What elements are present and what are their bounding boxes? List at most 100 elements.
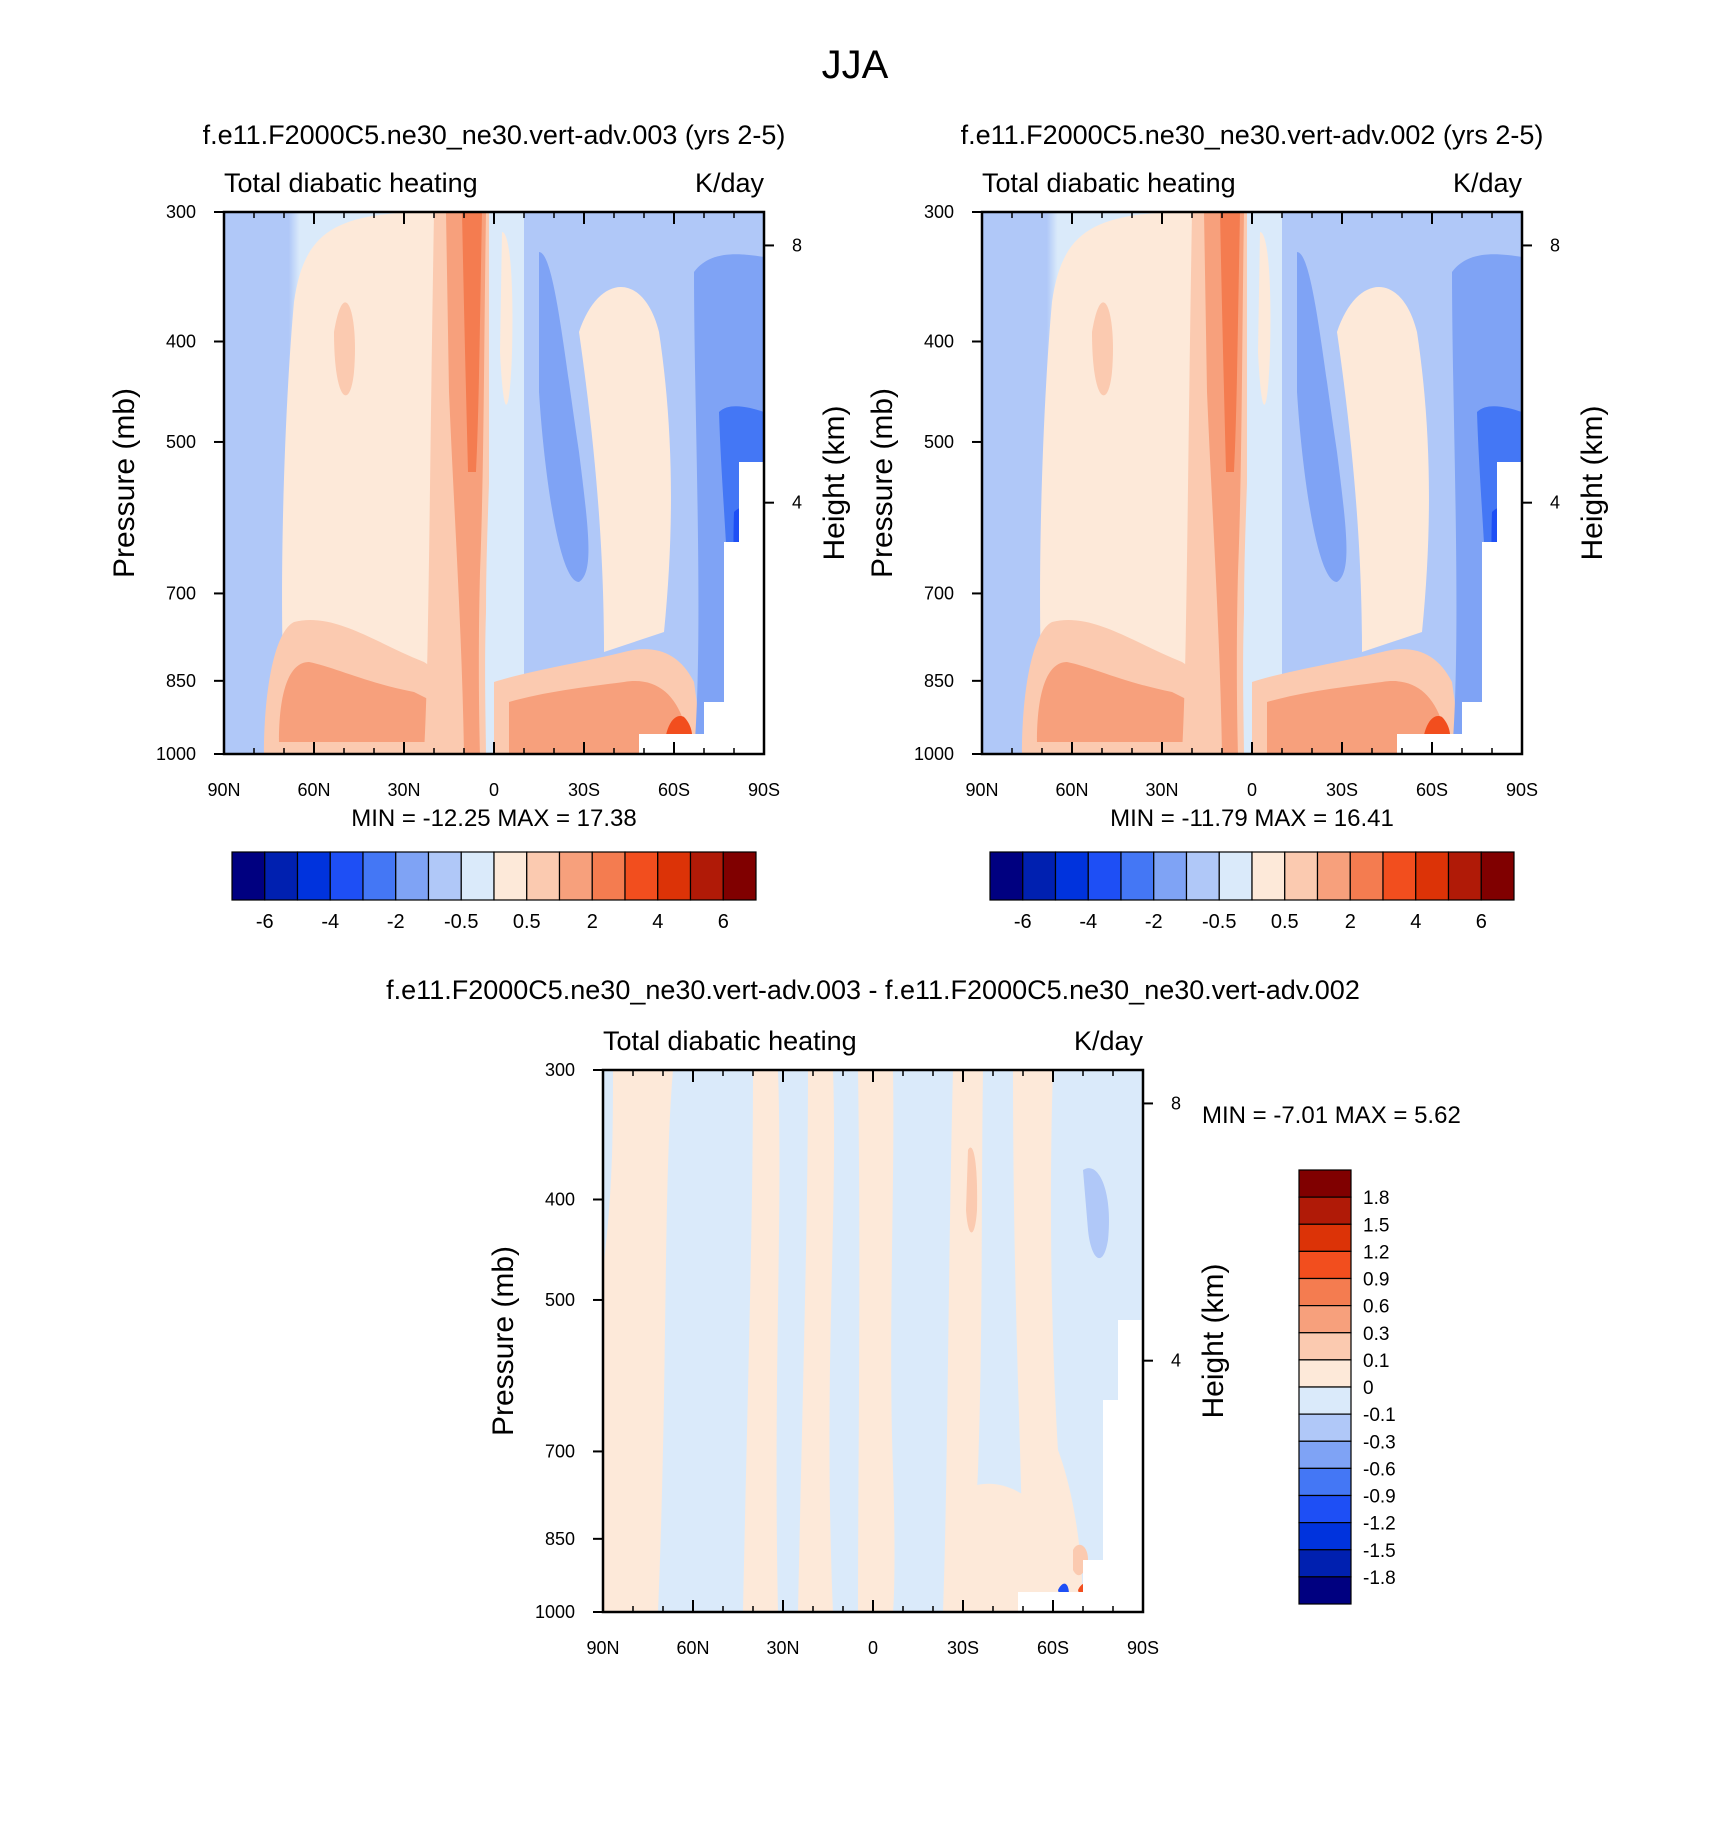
colorbar-box — [1120, 851, 1155, 901]
colorbar-box — [362, 851, 397, 901]
colorbar-2: -6 -4 -2 -0.5 0.5 2 4 6 — [989, 851, 1515, 933]
colorbar-box — [1087, 851, 1122, 901]
panel-1-ylabel-right: Height (km) — [818, 405, 851, 560]
panel-2-title: f.e11.F2000C5.ne30_ne30.vert-adv.002 (yr… — [961, 120, 1544, 150]
colorbar-label: -2 — [387, 911, 405, 933]
panel-2-minmax: MIN = -11.79 MAX = 16.41 — [1110, 805, 1394, 832]
panel-3-right-string: K/day — [1074, 1026, 1144, 1056]
pressure-tick-label: 1000 — [535, 1602, 575, 1622]
colorbar-box — [1298, 1277, 1352, 1307]
colorbar-box — [460, 851, 495, 901]
colorbar-box — [296, 851, 331, 901]
colorbar-label: 1.5 — [1363, 1215, 1389, 1236]
height-tick-label: 4 — [1171, 1351, 1181, 1371]
lat-tick-label: 60N — [1055, 780, 1088, 800]
colorbar-box — [1298, 1169, 1352, 1198]
colorbar-box — [526, 851, 561, 901]
pressure-tick-label: 300 — [166, 202, 196, 222]
pressure-tick-label: 1000 — [156, 744, 196, 764]
colorbar-box — [1298, 1576, 1352, 1605]
colorbar-box — [1153, 851, 1188, 901]
pressure-tick-label: 700 — [166, 583, 196, 603]
colorbar-box — [1298, 1549, 1352, 1578]
lat-tick-label: 90N — [965, 780, 998, 800]
colorbar-box — [264, 851, 299, 901]
lat-tick-label: 30S — [947, 1638, 979, 1658]
figure-title: JJA — [822, 43, 889, 87]
colorbar-3: 1.8 1.5 1.2 0.9 0.6 0.3 0.1 0 -0.1 -0.3 -0.6 -0.9 -1… — [1298, 1169, 1396, 1605]
colorbar-label: -1.5 — [1363, 1541, 1396, 1562]
colorbar-label: -6 — [256, 911, 274, 933]
colorbar-box — [1298, 1332, 1352, 1361]
colorbar-label: 0.6 — [1363, 1297, 1389, 1318]
colorbar-label: -0.5 — [1202, 911, 1236, 933]
colorbar-label: 1.8 — [1363, 1188, 1389, 1209]
colorbar-label: -0.9 — [1363, 1487, 1396, 1508]
colorbar-label: -0.5 — [444, 911, 478, 933]
lat-tick-label: 30S — [1326, 780, 1358, 800]
colorbar-label: -2 — [1145, 911, 1163, 933]
colorbar-box — [1480, 851, 1515, 901]
lat-tick-label: 0 — [868, 1638, 878, 1658]
panel-2-left-string: Total diabatic heating — [982, 168, 1236, 198]
colorbar-box — [1298, 1522, 1352, 1551]
panel-2-ylabel: Pressure (mb) — [866, 388, 899, 578]
panel-1-ylabel: Pressure (mb) — [108, 388, 141, 578]
lat-tick-label: 90S — [1506, 780, 1538, 800]
colorbar-label: -0.6 — [1363, 1459, 1396, 1480]
colorbar-box — [1298, 1440, 1352, 1469]
lat-tick-label: 0 — [489, 780, 499, 800]
colorbar-box — [989, 851, 1024, 901]
pressure-tick-label: 1000 — [914, 744, 954, 764]
colorbar-box — [1298, 1196, 1352, 1225]
panel-1-left-string: Total diabatic heating — [224, 168, 478, 198]
colorbar-box — [1316, 851, 1351, 901]
pressure-tick-label: 500 — [166, 432, 196, 452]
lat-tick-label: 30N — [766, 1638, 799, 1658]
height-tick-label: 4 — [1550, 493, 1560, 513]
colorbar-label: -0.3 — [1363, 1432, 1396, 1453]
colorbar-label: -1.2 — [1363, 1514, 1396, 1535]
colorbar-label: 0.9 — [1363, 1270, 1389, 1291]
colorbar-box — [657, 851, 692, 901]
lat-tick-label: 90N — [207, 780, 240, 800]
colorbar-label: 0 — [1363, 1378, 1374, 1399]
pressure-tick-label: 850 — [166, 671, 196, 691]
panel-2: f.e11.F2000C5.ne30_ne30.vert-adv.002 (yr… — [866, 120, 1609, 832]
lat-tick-label: 0 — [1247, 780, 1257, 800]
colorbar-box — [427, 851, 462, 901]
height-tick-label: 8 — [1171, 1093, 1181, 1113]
colorbar-box — [1054, 851, 1089, 901]
panel-1-field — [224, 212, 764, 754]
pressure-tick-label: 400 — [545, 1190, 575, 1210]
colorbar-label: -4 — [321, 911, 339, 933]
lat-tick-label: 90S — [748, 780, 780, 800]
colorbar-box — [1298, 1413, 1352, 1442]
panel-2-field — [982, 212, 1522, 754]
pressure-tick-label: 700 — [545, 1441, 575, 1461]
colorbar-box — [591, 851, 626, 901]
colorbar-box — [1382, 851, 1417, 901]
lat-tick-label: 30N — [387, 780, 420, 800]
colorbar-box — [1298, 1467, 1352, 1497]
panel-1: f.e11.F2000C5.ne30_ne30.vert-adv.003 (yr… — [108, 120, 851, 832]
colorbar-box — [1415, 851, 1450, 901]
pressure-tick-label: 500 — [924, 432, 954, 452]
panel-3-ylabel-right: Height (km) — [1197, 1263, 1230, 1418]
pressure-tick-label: 700 — [924, 583, 954, 603]
colorbar-label: 4 — [1410, 911, 1421, 933]
lat-tick-label: 60S — [658, 780, 690, 800]
colorbar-box — [1298, 1223, 1352, 1252]
colorbar-label: 1.2 — [1363, 1242, 1389, 1263]
height-tick-label: 8 — [1550, 235, 1560, 255]
panel-2-ylabel-right: Height (km) — [1576, 405, 1609, 560]
colorbar-label: 6 — [1476, 911, 1487, 933]
panel-1-minmax: MIN = -12.25 MAX = 17.38 — [351, 805, 636, 832]
lat-tick-label: 60N — [676, 1638, 709, 1658]
colorbar-label: -1.8 — [1363, 1568, 1396, 1589]
colorbar-box — [231, 851, 266, 901]
lat-tick-label: 30N — [1145, 780, 1178, 800]
panel-3-field — [603, 1070, 1143, 1612]
colorbar-label: -4 — [1079, 911, 1097, 933]
